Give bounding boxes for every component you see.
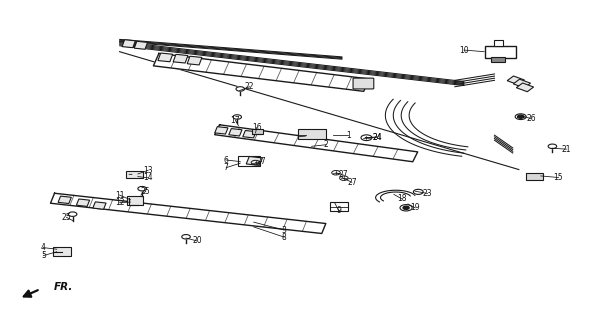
- Circle shape: [400, 204, 412, 211]
- Bar: [126, 171, 144, 178]
- FancyBboxPatch shape: [353, 78, 374, 89]
- Circle shape: [403, 206, 409, 209]
- Text: 11: 11: [115, 190, 124, 200]
- Bar: [330, 202, 348, 211]
- Text: 24: 24: [373, 132, 382, 141]
- Text: 27: 27: [338, 171, 348, 180]
- Bar: [158, 53, 173, 62]
- Circle shape: [414, 189, 423, 195]
- Bar: [76, 199, 90, 206]
- Bar: [214, 127, 228, 134]
- Circle shape: [332, 171, 340, 175]
- Text: 4: 4: [41, 243, 46, 252]
- Text: 25: 25: [62, 213, 71, 222]
- Text: 27: 27: [347, 178, 357, 187]
- Text: 14: 14: [144, 173, 153, 182]
- Text: 21: 21: [562, 145, 571, 154]
- Text: 26: 26: [526, 114, 536, 123]
- Circle shape: [515, 114, 526, 120]
- Bar: [507, 76, 524, 85]
- Text: 13: 13: [144, 166, 153, 175]
- Bar: [53, 247, 71, 256]
- Circle shape: [236, 87, 244, 91]
- Bar: [485, 46, 516, 58]
- Polygon shape: [214, 125, 418, 162]
- Text: 20: 20: [192, 236, 202, 245]
- Text: 27: 27: [257, 157, 266, 166]
- Bar: [238, 156, 260, 166]
- Bar: [243, 131, 256, 138]
- Polygon shape: [51, 193, 326, 234]
- Text: 18: 18: [397, 194, 406, 204]
- Text: 2: 2: [324, 140, 329, 149]
- Bar: [298, 129, 326, 139]
- Bar: [93, 202, 106, 209]
- Text: 23: 23: [423, 189, 432, 198]
- Circle shape: [340, 176, 348, 180]
- Text: 9: 9: [337, 206, 342, 215]
- Bar: [494, 40, 503, 46]
- Bar: [526, 173, 543, 180]
- Bar: [134, 41, 148, 49]
- Bar: [516, 83, 533, 92]
- Text: 10: 10: [459, 45, 469, 55]
- Circle shape: [181, 235, 190, 239]
- Bar: [491, 57, 505, 62]
- Text: 19: 19: [411, 203, 420, 212]
- Circle shape: [251, 160, 260, 165]
- Polygon shape: [153, 53, 369, 91]
- Bar: [513, 79, 530, 88]
- Text: 8: 8: [282, 233, 287, 242]
- Text: 15: 15: [554, 173, 563, 182]
- Bar: [187, 56, 202, 65]
- Bar: [127, 196, 143, 205]
- Text: 16: 16: [252, 123, 262, 132]
- Circle shape: [548, 144, 557, 148]
- Text: FR.: FR.: [54, 283, 73, 292]
- Circle shape: [68, 212, 77, 216]
- Text: 5: 5: [41, 251, 46, 260]
- Circle shape: [138, 187, 147, 191]
- Text: 17: 17: [230, 116, 240, 125]
- Text: 3: 3: [282, 226, 287, 235]
- Text: 1: 1: [346, 131, 351, 140]
- Text: 7: 7: [224, 163, 229, 172]
- Bar: [246, 156, 262, 165]
- Text: 12: 12: [115, 198, 124, 207]
- Bar: [122, 40, 136, 48]
- Text: 22: 22: [244, 82, 254, 91]
- Bar: [252, 129, 263, 134]
- Bar: [173, 54, 188, 63]
- Text: 6: 6: [224, 156, 229, 164]
- Bar: [58, 196, 71, 204]
- Circle shape: [233, 115, 241, 119]
- Circle shape: [361, 135, 372, 140]
- Circle shape: [518, 115, 524, 118]
- Text: 24: 24: [373, 132, 382, 141]
- Bar: [229, 129, 242, 136]
- Text: 25: 25: [141, 187, 150, 196]
